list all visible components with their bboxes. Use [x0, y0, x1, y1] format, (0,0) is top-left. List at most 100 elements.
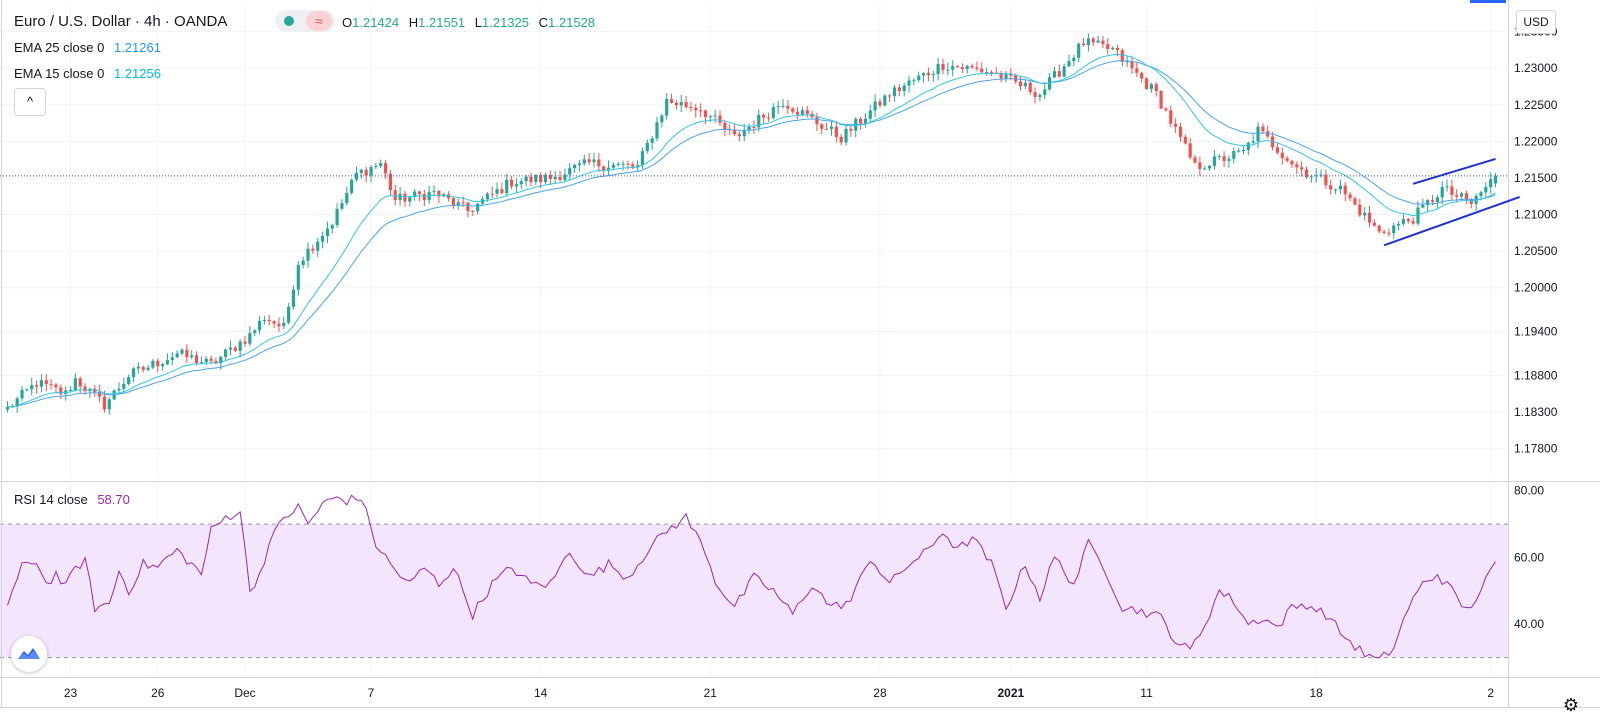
candle-up	[902, 82, 906, 97]
ema25-legend[interactable]: EMA 25 close 0 1.21261	[14, 40, 167, 55]
candle-body	[1043, 89, 1047, 95]
candle-body	[965, 65, 969, 70]
candle-body	[107, 399, 111, 410]
candle-down	[451, 196, 456, 209]
candle-body	[519, 181, 523, 185]
collapse-legend-button[interactable]: ^	[14, 88, 46, 116]
candle-body	[1018, 81, 1023, 87]
time-tick-label: 21	[704, 686, 718, 700]
candle-body	[1067, 61, 1071, 67]
time-tick-label: 18	[1310, 686, 1324, 700]
candle-body	[1091, 38, 1095, 43]
rsi-band	[0, 524, 1508, 658]
price-tick-label: 1.21500	[1514, 171, 1558, 185]
candle-up	[1062, 63, 1066, 78]
candle-body	[383, 163, 388, 174]
candle-body	[786, 105, 790, 109]
candle-up	[800, 106, 805, 117]
candle-body	[606, 167, 611, 171]
candle-body	[951, 66, 955, 70]
candle-body	[514, 184, 519, 187]
candle-body	[1489, 179, 1493, 188]
candle-down	[272, 320, 276, 329]
candle-body	[306, 248, 310, 261]
candle-body	[1052, 71, 1057, 78]
ema15-legend[interactable]: EMA 15 close 0 1.21256	[14, 66, 167, 81]
candle-down	[684, 95, 688, 109]
candle-up	[291, 285, 296, 310]
candle-body	[156, 360, 160, 367]
candle-body	[432, 190, 436, 192]
candle-down	[233, 345, 237, 352]
candle-down	[1106, 37, 1110, 55]
candle-down	[529, 172, 533, 187]
candle-down	[694, 103, 698, 118]
candle-down	[1358, 198, 1362, 217]
candle-body	[1072, 57, 1076, 62]
candle-down	[44, 373, 48, 392]
candle-up	[1212, 149, 1217, 170]
gear-icon[interactable]: ⚙	[1562, 695, 1580, 715]
candle-down	[795, 107, 800, 120]
candle-body	[1004, 73, 1008, 79]
candle-body	[616, 163, 620, 165]
candle-up	[151, 358, 155, 370]
candle-body	[102, 396, 107, 410]
candle-up	[325, 221, 330, 244]
candle-body	[170, 357, 174, 361]
candle-up	[873, 94, 877, 117]
candle-down	[1280, 147, 1284, 165]
candle-down	[1367, 205, 1372, 228]
candle-body	[762, 114, 766, 118]
candle-down	[1464, 190, 1469, 204]
candle-body	[863, 118, 868, 124]
candle-down	[1198, 156, 1202, 176]
candle-body	[897, 87, 901, 91]
candle-up	[359, 169, 363, 179]
candle-down	[1377, 224, 1381, 234]
candle-body	[1387, 232, 1391, 234]
price-tick-label: 1.21000	[1514, 208, 1558, 222]
candle-body	[165, 360, 170, 365]
tradingview-logo-icon[interactable]	[11, 636, 47, 672]
candle-down	[752, 120, 756, 134]
market-status-pill[interactable]: ≈	[275, 10, 335, 32]
candle-body	[655, 122, 659, 139]
candle-up	[1096, 35, 1100, 44]
candle-body	[820, 124, 824, 129]
candle-body	[892, 87, 897, 97]
candle-body	[204, 358, 208, 363]
candle-up	[854, 117, 858, 138]
candle-body	[1440, 186, 1444, 198]
candle-down	[1174, 118, 1178, 133]
candle-down	[597, 153, 601, 172]
candle-body	[146, 367, 150, 370]
candle-down	[669, 93, 674, 104]
candle-body	[1164, 108, 1168, 111]
candle-body	[1285, 158, 1289, 161]
candle-down	[941, 58, 945, 75]
ema15-label: EMA 15 close 0	[14, 66, 105, 81]
candle-up	[161, 362, 165, 371]
candle-body	[999, 72, 1003, 79]
candle-up	[127, 374, 131, 386]
candle-up	[64, 386, 68, 401]
candle-body	[563, 174, 567, 181]
candle-up	[296, 261, 300, 296]
candle-body	[679, 102, 683, 106]
candle-up	[1227, 155, 1231, 168]
currency-button[interactable]: USD	[1516, 10, 1556, 34]
candle-body	[548, 174, 552, 180]
candle-down	[1343, 182, 1347, 202]
candle-body	[175, 353, 179, 358]
candle-up	[165, 353, 170, 366]
candle-body	[660, 115, 664, 123]
candle-body	[369, 167, 373, 176]
rsi-legend[interactable]: RSI 14 close 58.70	[14, 492, 136, 507]
candle-body	[1241, 150, 1246, 152]
rsi-label: RSI 14 close	[14, 492, 88, 507]
candle-body	[15, 398, 19, 407]
candle-down	[1057, 64, 1061, 78]
